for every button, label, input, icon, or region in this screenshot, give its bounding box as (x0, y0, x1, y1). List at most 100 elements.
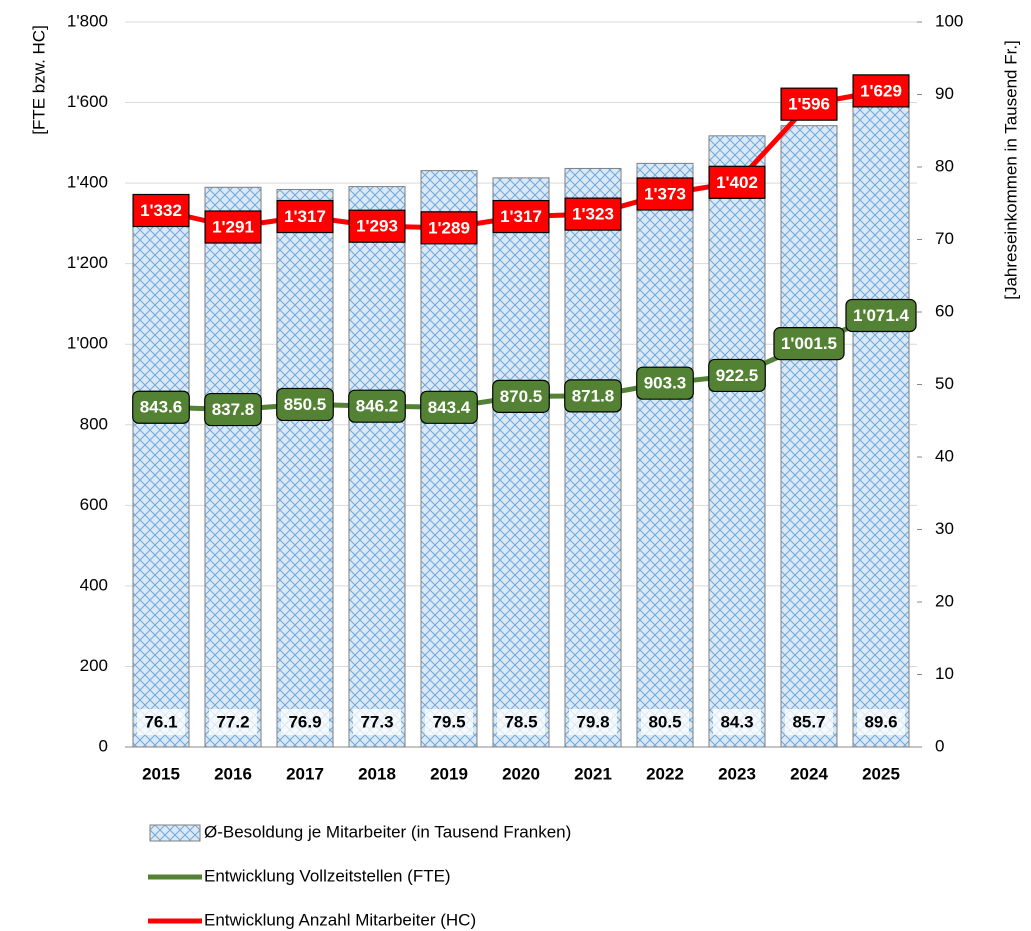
data-label-box (708, 358, 766, 393)
bar-label: 79.8 (576, 712, 609, 731)
bar (132, 194, 190, 748)
data-label: 843.6 (132, 390, 190, 424)
bar-label-bg (353, 709, 401, 735)
data-label-box (636, 366, 694, 400)
x-tick-label: 2021 (574, 764, 612, 783)
data-label-box (132, 193, 190, 228)
x-tick-label: 2024 (790, 764, 828, 783)
data-label-box (420, 390, 478, 424)
bar (780, 125, 838, 748)
data-label-text: 846.2 (356, 397, 399, 416)
x-tick-label: 2018 (358, 764, 396, 783)
data-label: 850.5 (276, 387, 334, 422)
data-label-box (773, 327, 845, 361)
data-label-text: 870.5 (500, 387, 543, 406)
bar (708, 135, 766, 748)
data-label-text: 1'596 (788, 95, 830, 114)
data-label-text: 837.8 (212, 400, 255, 419)
bar-label: 89.6 (864, 712, 897, 731)
data-label-box (708, 165, 766, 199)
y-tick-label: 400 (80, 575, 108, 594)
data-label-text: 1'293 (356, 217, 398, 236)
data-label: 1'291 (204, 210, 262, 244)
y-tick-label: 600 (80, 495, 108, 514)
legend-label: Entwicklung Anzahl Mitarbeiter (HC) (204, 910, 476, 929)
bar-label-bg (281, 709, 329, 735)
data-label-box (852, 74, 910, 108)
data-label: 922.5 (708, 358, 766, 393)
legend-swatch (149, 824, 201, 842)
data-label-box (276, 199, 334, 234)
data-label: 870.5 (492, 379, 550, 413)
bar-label: 80.5 (648, 712, 681, 731)
data-label-text: 1'289 (428, 218, 470, 237)
y-tick-label: 800 (80, 414, 108, 433)
x-tick-label: 2020 (502, 764, 540, 783)
bar-label: 76.1 (144, 712, 177, 731)
y-tick-label: 1'800 (67, 11, 108, 30)
y2-tick-label: 50 (935, 374, 954, 393)
data-label-text: 1'291 (212, 217, 254, 236)
data-label-text: 903.3 (644, 374, 687, 393)
data-label-box (348, 209, 406, 243)
data-label-box (564, 379, 622, 413)
data-label-text: 1'001.5 (781, 334, 837, 353)
bar-label-bg (857, 709, 905, 735)
x-tick-label: 2015 (142, 764, 180, 783)
bar-label: 77.3 (360, 712, 393, 731)
bar-label: 78.5 (504, 712, 537, 731)
x-tick-label: 2025 (862, 764, 900, 783)
bar (564, 167, 622, 748)
data-label-box (564, 197, 622, 231)
data-label-text: 1'629 (860, 81, 902, 100)
data-label: 837.8 (204, 392, 262, 427)
y-tick-label: 200 (80, 656, 108, 675)
x-tick-label: 2017 (286, 764, 324, 783)
data-label-box (204, 392, 262, 427)
x-tick-label: 2019 (430, 764, 468, 783)
data-label-text: 871.8 (572, 386, 615, 405)
bar (276, 188, 334, 748)
data-label-text: 1'323 (572, 205, 614, 224)
data-label-box (845, 298, 917, 333)
data-label-text: 843.6 (140, 398, 183, 417)
y2-tick-label: 80 (935, 156, 954, 175)
y2-tick-label: 40 (935, 446, 954, 465)
y2-tick-label: 70 (935, 229, 954, 248)
y-tick-label: 1'200 (67, 253, 108, 272)
bar-label-bg (569, 709, 617, 735)
y2-tick-label: 20 (935, 591, 954, 610)
data-label-text: 1'332 (140, 201, 182, 220)
legend-label: Ø-Besoldung je Mitarbeiter (in Tausend F… (204, 822, 571, 841)
data-label-text: 1'373 (644, 184, 686, 203)
x-tick-label: 2022 (646, 764, 684, 783)
data-label: 1'629 (852, 74, 910, 108)
bar (420, 170, 478, 748)
bar (348, 186, 406, 748)
data-label: 1'071.4 (845, 298, 917, 333)
data-label-text: 850.5 (284, 395, 327, 414)
y2-tick-label: 30 (935, 519, 954, 538)
data-label-text: 1'317 (500, 207, 542, 226)
y2-tick-label: 90 (935, 84, 954, 103)
bar-label-bg (137, 709, 185, 735)
data-label-text: 1'402 (716, 173, 758, 192)
y-tick-label: 1'600 (67, 92, 108, 111)
data-label: 1'293 (348, 209, 406, 243)
data-label-text: 1'071.4 (853, 306, 910, 325)
bar-label-bg (641, 709, 689, 735)
data-label-box (132, 390, 190, 424)
bar-label-bg (425, 709, 473, 735)
data-label-text: 1'317 (284, 207, 326, 226)
data-label: 1'596 (780, 87, 838, 121)
x-tick-label: 2023 (718, 764, 756, 783)
data-label: 1'402 (708, 165, 766, 199)
data-label-box (636, 177, 694, 211)
bar-label-bg (713, 709, 761, 735)
data-label: 1'289 (420, 211, 478, 245)
data-label-box (348, 389, 406, 423)
data-label-box (420, 211, 478, 245)
y2-tick-label: 10 (935, 664, 954, 683)
y2-tick-label: 100 (935, 11, 963, 30)
